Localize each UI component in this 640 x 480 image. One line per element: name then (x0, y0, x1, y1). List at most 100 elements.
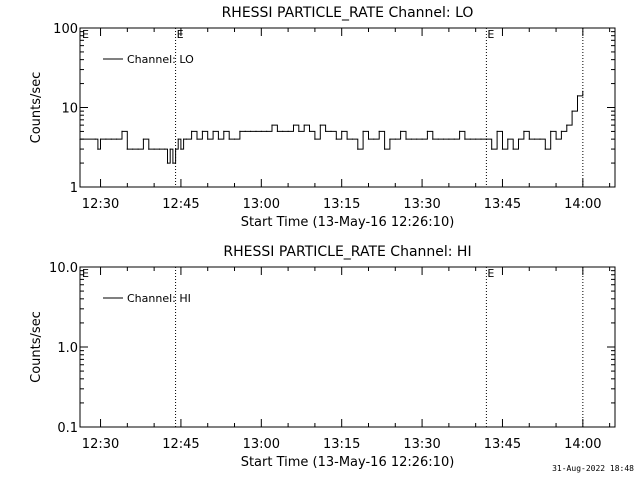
data-point (523, 130, 525, 132)
data-point (172, 162, 174, 164)
data-point (335, 138, 337, 140)
x-tick-label: 13:00 (243, 197, 280, 212)
data-point (177, 138, 179, 140)
event-marker-label: E (177, 28, 184, 41)
data-point (94, 138, 96, 140)
data-point (421, 138, 423, 140)
y-tick-label: 1 (70, 181, 78, 196)
data-point (97, 148, 99, 150)
data-point (271, 124, 273, 126)
data-point (555, 138, 557, 140)
y-tick-label: 10.0 (49, 261, 78, 276)
data-point (185, 138, 187, 140)
legend-label: Channel: LO (127, 53, 194, 66)
y-tick-label: 0.1 (57, 421, 78, 436)
data-point (116, 138, 118, 140)
data-point (250, 130, 252, 132)
timestamp: 31-Aug-2022 18:48 (552, 464, 634, 473)
y-tick-label: 100 (53, 22, 78, 37)
plot-frame (79, 266, 616, 428)
x-tick-label: 13:45 (484, 437, 521, 452)
data-point (442, 138, 445, 140)
data-point (137, 148, 139, 150)
data-point (233, 138, 236, 140)
data-point (196, 138, 198, 140)
data-point (99, 138, 102, 140)
data-point (330, 130, 332, 132)
x-tick-label: 14:00 (564, 437, 601, 452)
y-axis-label: Counts/sec (29, 72, 44, 144)
data-point (158, 148, 161, 150)
data-point (400, 130, 402, 132)
x-axis-label: Start Time (13-May-16 12:26:10) (241, 455, 455, 470)
data-point (217, 138, 219, 140)
x-tick-label: 14:00 (564, 197, 601, 212)
data-point (566, 124, 568, 126)
x-axis-label: Start Time (13-May-16 12:26:10) (241, 215, 455, 230)
data-point (528, 138, 530, 140)
data-point (166, 162, 169, 164)
data-point (79, 138, 81, 140)
data-point (201, 130, 203, 132)
data-point (223, 130, 225, 132)
event-marker-label: E (487, 28, 494, 41)
data-point (121, 130, 123, 132)
data-point (544, 148, 546, 150)
data-point (539, 138, 541, 140)
data-point (394, 138, 396, 140)
x-tick-label: 13:15 (323, 197, 360, 212)
data-point (576, 95, 579, 97)
data-point (169, 148, 171, 150)
data-point (244, 130, 246, 132)
data-point (175, 148, 177, 150)
data-point (314, 138, 316, 140)
data-point (448, 138, 450, 140)
data-point (485, 138, 487, 140)
corner-event-label: E (82, 267, 89, 280)
x-tick-label: 12:45 (162, 437, 199, 452)
data-point (207, 138, 209, 140)
data-point (239, 130, 241, 132)
data-point (378, 130, 380, 132)
data-point (464, 138, 466, 140)
data-point (384, 148, 386, 150)
data-point (180, 148, 182, 150)
data-point (496, 130, 498, 132)
data-point (148, 148, 150, 150)
data-point (303, 124, 305, 126)
y-axis-label: Counts/sec (29, 311, 44, 383)
corner-event-label: E (82, 28, 89, 41)
data-point (132, 148, 134, 150)
data-point (142, 138, 144, 140)
data-point (501, 148, 504, 150)
series-line (80, 91, 584, 164)
data-point (534, 138, 536, 140)
data-point (512, 148, 514, 150)
data-point (191, 130, 193, 132)
data-point (373, 138, 375, 140)
x-tick-label: 12:30 (82, 437, 119, 452)
data-point (453, 138, 455, 140)
data-point (459, 130, 461, 132)
data-point (153, 148, 155, 150)
x-tick-label: 13:15 (323, 437, 360, 452)
data-point (183, 138, 185, 140)
data-point (298, 130, 300, 132)
data-point (410, 138, 412, 140)
data-point (325, 130, 327, 132)
legend-label: Channel: HI (127, 292, 191, 305)
data-point (292, 124, 295, 126)
data-point (480, 138, 482, 140)
data-point (212, 130, 214, 132)
data-point (105, 138, 107, 140)
data-point (582, 90, 584, 92)
data-point (357, 148, 359, 150)
data-point (507, 138, 509, 140)
data-point (432, 138, 434, 140)
data-point (550, 130, 552, 132)
data-point (437, 138, 439, 140)
data-point (351, 138, 353, 140)
x-tick-label: 12:45 (162, 197, 199, 212)
data-point (287, 130, 289, 132)
